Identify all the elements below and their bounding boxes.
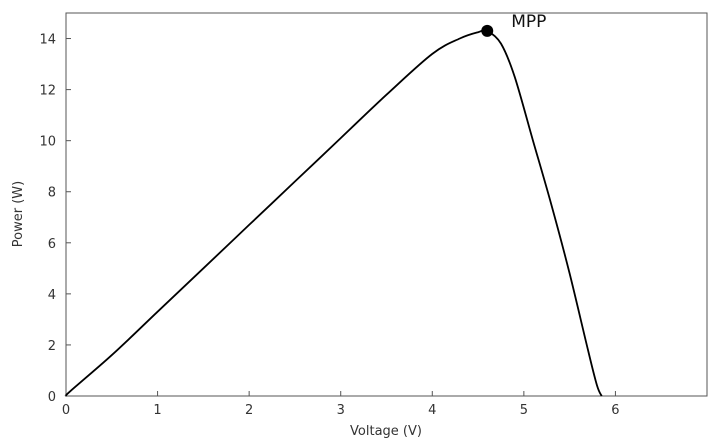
mpp-label: MPP xyxy=(511,12,546,32)
x-tick-label: 6 xyxy=(611,403,619,418)
x-tick-label: 5 xyxy=(520,403,528,418)
x-tick-label: 0 xyxy=(62,403,70,418)
x-tick-label: 1 xyxy=(153,403,161,418)
y-tick-label: 4 xyxy=(48,288,56,303)
annotation-layer: MPP xyxy=(481,12,546,37)
x-tick-label: 4 xyxy=(428,403,436,418)
y-tick-label: 2 xyxy=(48,339,56,354)
x-tick-label: 3 xyxy=(337,403,345,418)
y-tick-label: 10 xyxy=(39,135,56,150)
y-tick-label: 6 xyxy=(48,237,56,252)
x-axis-title: Voltage (V) xyxy=(350,424,422,439)
mpp-marker xyxy=(481,24,494,37)
series-layer xyxy=(64,29,603,397)
plot-frame xyxy=(65,12,708,397)
y-tick-label: 0 xyxy=(48,390,56,405)
y-tick-label: 8 xyxy=(48,186,56,201)
y-tick-label: 12 xyxy=(39,84,56,99)
y-tick-label: 14 xyxy=(39,33,56,48)
y-axis-title: Power (W) xyxy=(11,181,26,247)
x-tick-label: 2 xyxy=(245,403,253,418)
power-curve-line xyxy=(64,29,603,397)
